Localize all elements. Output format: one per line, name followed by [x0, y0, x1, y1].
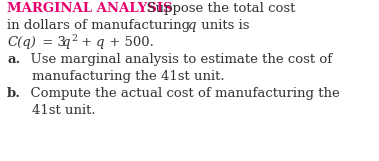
Text: a.: a. [7, 53, 20, 66]
Text: Use marginal analysis to estimate the cost of: Use marginal analysis to estimate the co… [22, 53, 332, 66]
Text: 2: 2 [71, 34, 77, 43]
Text: units is: units is [197, 19, 249, 32]
Text: = 3: = 3 [38, 36, 66, 49]
Text: q: q [62, 36, 70, 49]
Text: C(q): C(q) [7, 36, 36, 49]
Text: manufacturing the 41st unit.: manufacturing the 41st unit. [32, 70, 225, 83]
Text: +: + [77, 36, 97, 49]
Text: Compute the actual cost of manufacturing the: Compute the actual cost of manufacturing… [22, 87, 340, 100]
Text: Suppose the total cost: Suppose the total cost [138, 2, 295, 15]
Text: 41st unit.: 41st unit. [32, 104, 96, 117]
Text: q: q [188, 19, 196, 32]
Text: q: q [96, 36, 105, 49]
Text: b.: b. [7, 87, 21, 100]
Text: + 500.: + 500. [105, 36, 154, 49]
Text: MARGINAL ANALYSIS: MARGINAL ANALYSIS [7, 2, 172, 15]
Text: in dollars of manufacturing: in dollars of manufacturing [7, 19, 194, 32]
